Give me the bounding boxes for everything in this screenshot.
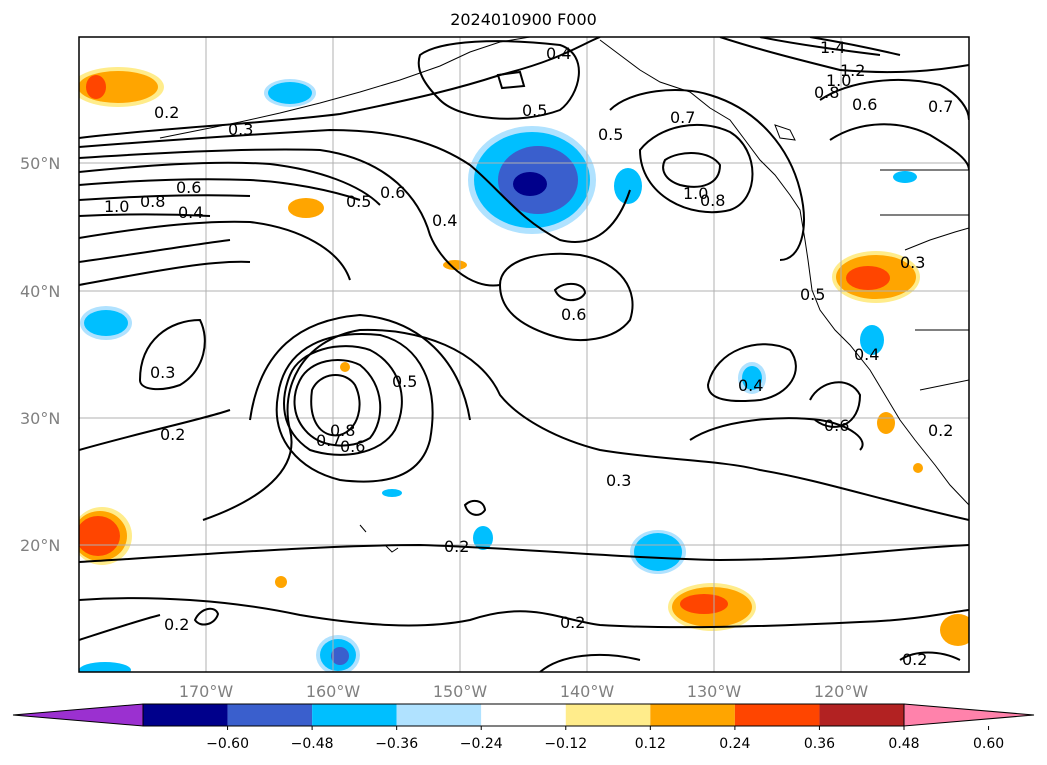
colorbar-tick-label: 0.60	[973, 736, 1004, 752]
contour-label: 1.0	[826, 71, 851, 90]
contour-label: 0.8	[330, 421, 355, 440]
contour-label: 0.6	[561, 305, 586, 324]
colorbar-segment	[481, 704, 566, 726]
contour-label: 0.5	[598, 125, 623, 144]
lon-label: 160°W	[306, 682, 361, 701]
lon-label: 130°W	[687, 682, 742, 701]
contour-label: 0.6	[380, 183, 405, 202]
longitude-labels: 170°W 160°W 150°W 140°W 130°W 120°W	[179, 682, 869, 701]
contour-label: 0.2	[444, 537, 469, 556]
map-title: 2024010900 F000	[450, 10, 597, 29]
latitude-labels: 50°N 40°N 30°N 20°N	[20, 154, 60, 555]
colorbar-segment	[819, 704, 904, 726]
contour-label: 0.6	[824, 416, 849, 435]
lat-label: 50°N	[20, 154, 60, 173]
shaded-anomalies	[79, 67, 969, 672]
colorbar-tick-label: −0.60	[206, 736, 249, 752]
colorbar-extend-high	[903, 703, 1035, 727]
contour-label: 0.8	[814, 83, 839, 102]
contour-label: 0.2	[154, 103, 179, 122]
colorbar	[12, 703, 1035, 727]
contour-label: 0.3	[900, 253, 925, 272]
lon-label: 150°W	[433, 682, 488, 701]
contour-label: 0.4	[432, 211, 457, 230]
contour-label-group: 0.2 0.3 0.4 0.5 0.5 0.6 0.4 0.6 0.8 1.0 …	[104, 38, 953, 669]
colorbar-segment	[312, 704, 397, 726]
colorbar-segment	[650, 704, 735, 726]
contour-label: 0.7	[928, 97, 953, 116]
colorbar-segment	[565, 704, 651, 726]
colorbar-extend-low	[12, 703, 144, 727]
contour-label: 0.5	[800, 285, 825, 304]
colorbar-tick-label: 0.48	[888, 736, 919, 752]
lat-label: 40°N	[20, 282, 60, 301]
contour-label: 0.2	[928, 421, 953, 440]
contour-label: 0.6	[852, 95, 877, 114]
colorbar-tick-label: 0.36	[804, 736, 835, 752]
colorbar-tick-label: −0.12	[544, 736, 587, 752]
contour-label: 0.8	[700, 191, 725, 210]
contour-label: 0.6	[340, 437, 365, 456]
contour-label: 0.8	[140, 192, 165, 211]
contour-label: 1.0	[104, 197, 129, 216]
colorbar-tick-label: −0.36	[375, 736, 418, 752]
contour-label: 0.3	[150, 363, 175, 382]
colorbar-segment	[143, 704, 228, 726]
map-frame	[78, 36, 970, 673]
colorbar-ticks: −0.60 −0.48 −0.36 −0.24 −0.12 0.12 0.24 0.36 0.4…	[206, 726, 1004, 752]
contour-label: 0.4	[178, 203, 203, 222]
contour-label: 0.4	[546, 44, 571, 63]
colorbar-tick-label: −0.24	[460, 736, 503, 752]
contour-label: 0.5	[392, 372, 417, 391]
lon-label: 170°W	[179, 682, 234, 701]
contour-label: 1.0	[683, 184, 708, 203]
colorbar-tick-label: 0.12	[635, 736, 666, 752]
contour-label: 0.3	[228, 120, 253, 139]
contour-label: 0.7	[670, 108, 695, 127]
contour-label: 0.2	[902, 650, 927, 669]
colorbar-tick-label: 0.24	[719, 736, 750, 752]
colorbar-tick-label: −0.48	[291, 736, 334, 752]
lon-label: 120°W	[814, 682, 869, 701]
contour-lines	[79, 37, 969, 672]
contour-label: 1.4	[820, 38, 845, 57]
contour-label: 0.2	[160, 425, 185, 444]
colorbar-segment	[734, 704, 820, 726]
lat-label: 30°N	[20, 409, 60, 428]
contour-label: 0.2	[560, 613, 585, 632]
lat-label: 20°N	[20, 536, 60, 555]
contour-label: 0.7	[316, 431, 341, 450]
colorbar-segment	[396, 704, 482, 726]
contour-label: 1.2	[840, 61, 865, 80]
contour-label: 0.5	[346, 192, 371, 211]
contour-label: 0.2	[164, 615, 189, 634]
contour-label: 0.5	[522, 101, 547, 120]
lon-label: 140°W	[560, 682, 615, 701]
contour-label: 0.4	[854, 345, 879, 364]
contour-label: 0.4	[738, 376, 763, 395]
colorbar-segment	[227, 704, 313, 726]
colorbar-border	[142, 703, 905, 727]
contour-label: 0.6	[176, 178, 201, 197]
contour-label: 0.3	[606, 471, 631, 490]
